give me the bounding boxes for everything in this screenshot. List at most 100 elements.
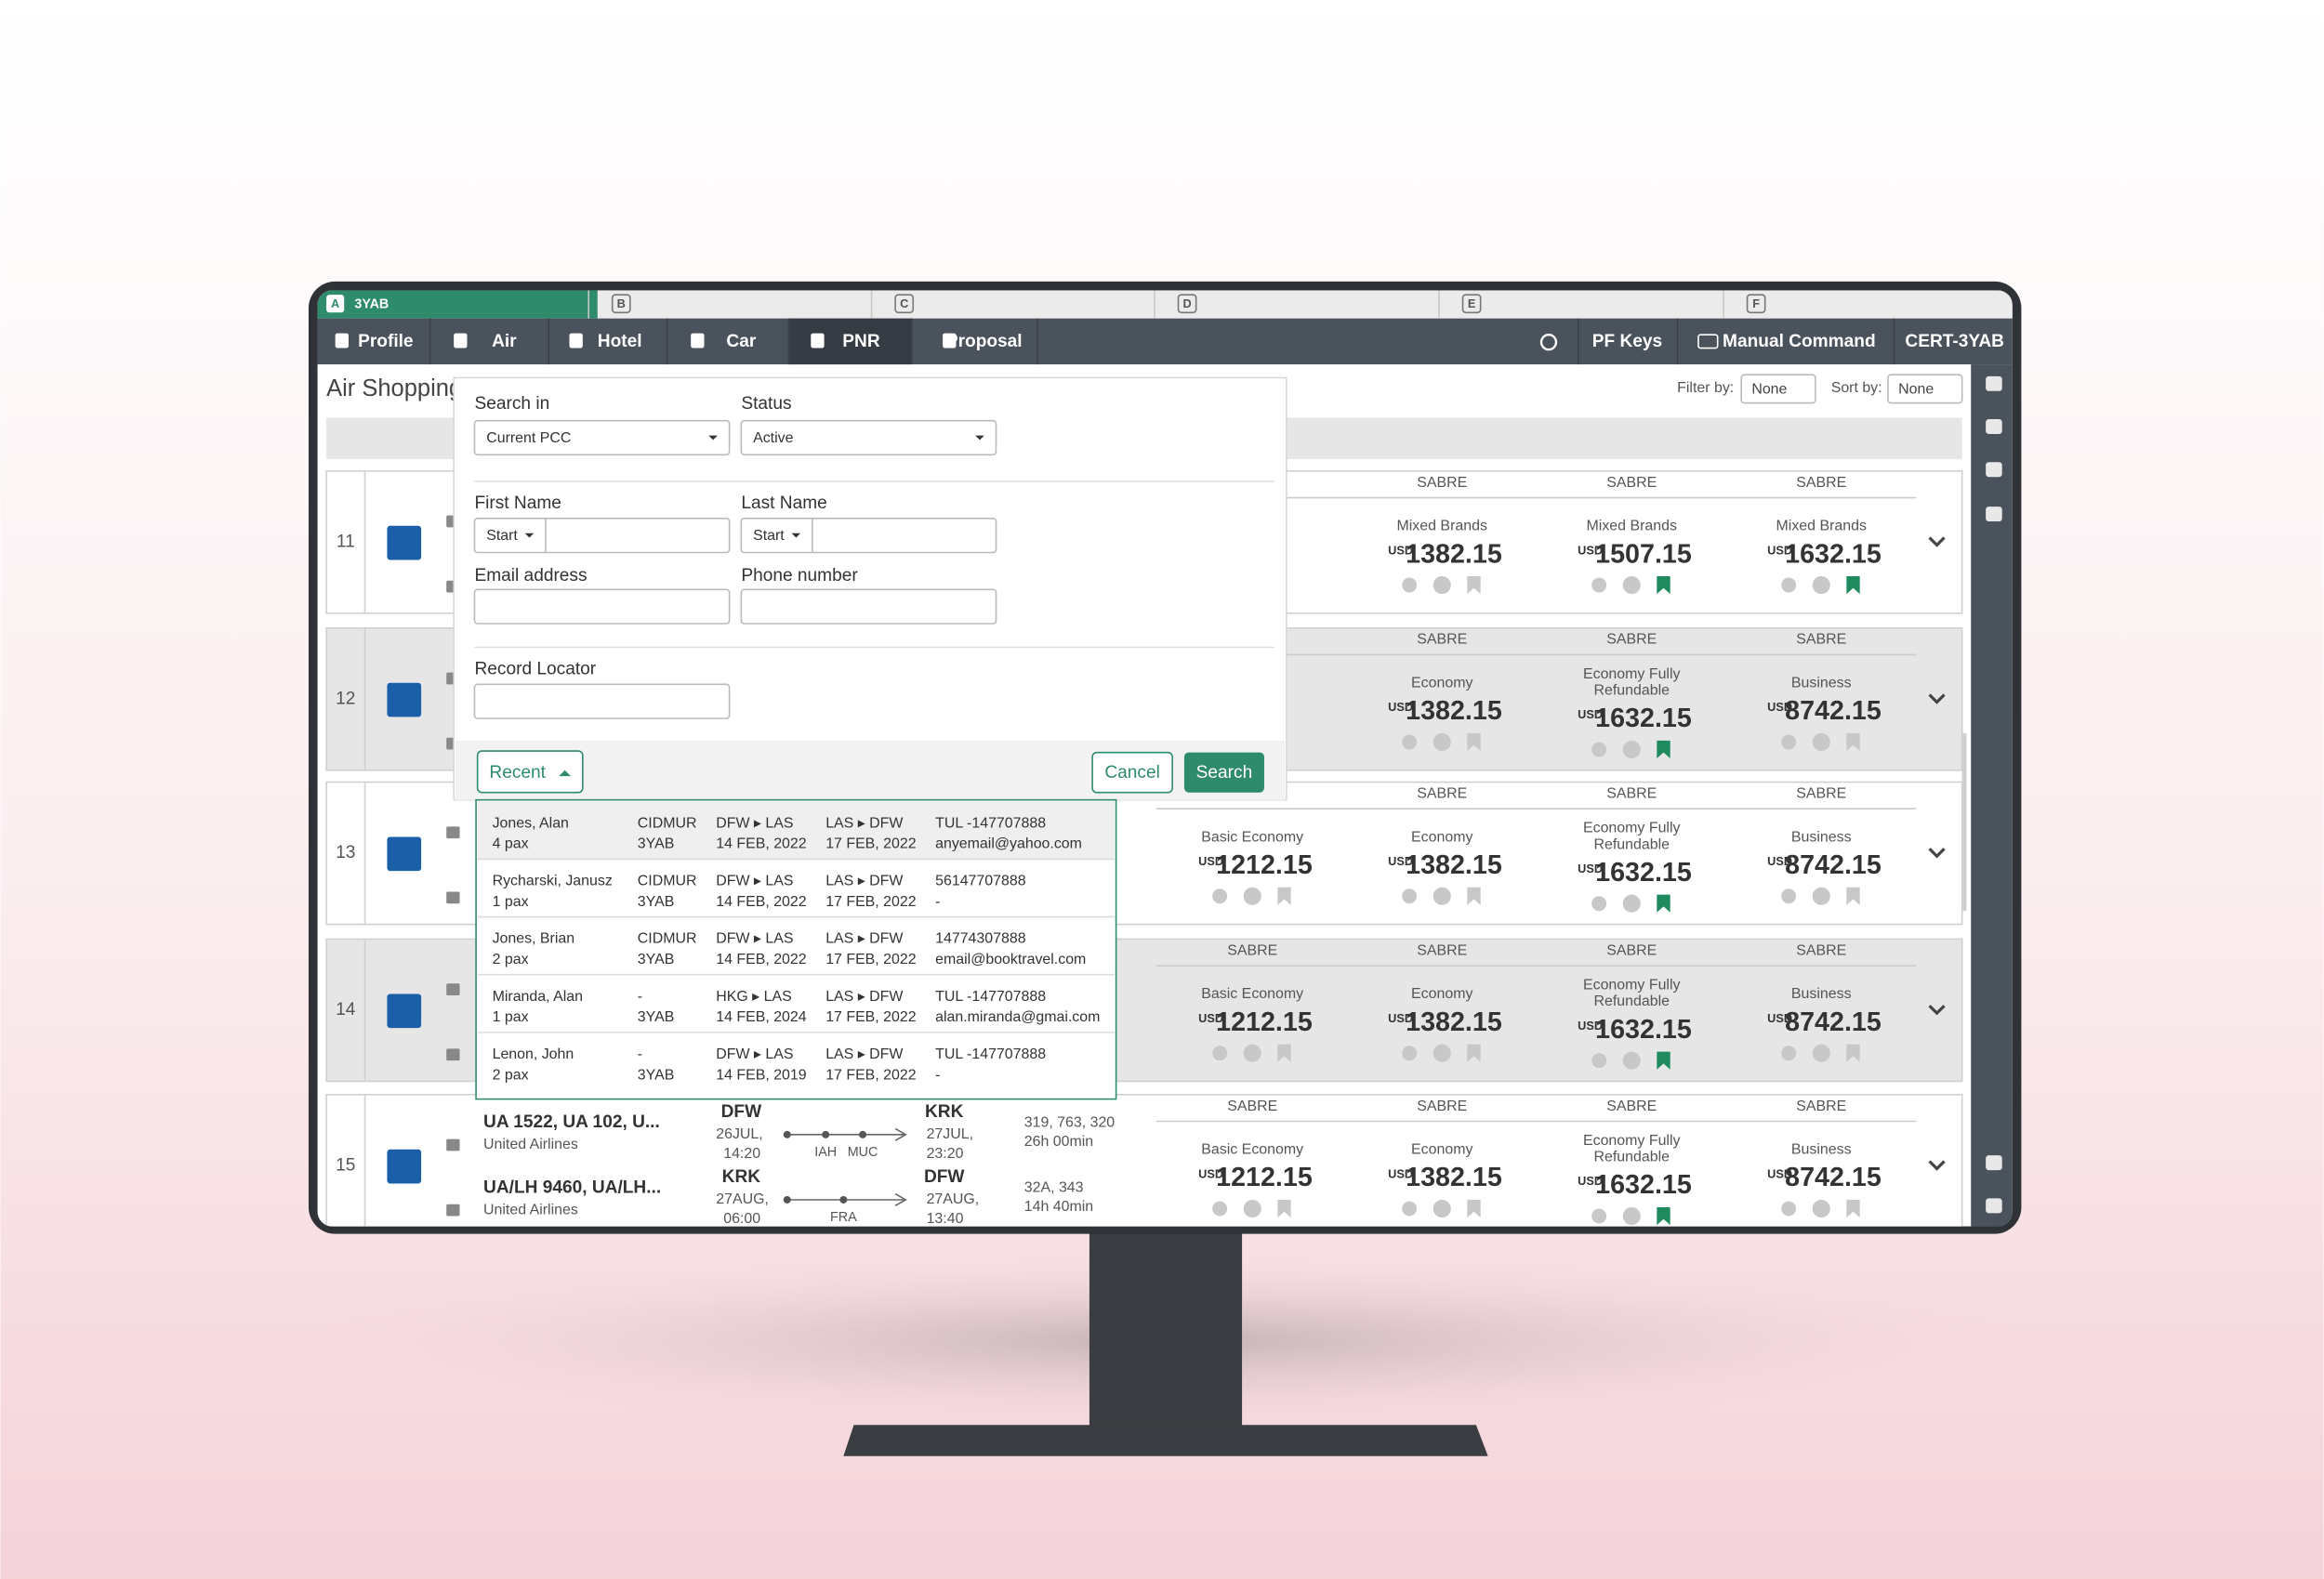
fare-bookmark[interactable] [1467,575,1481,595]
lock-icon [446,1138,460,1151]
expand-chevron[interactable] [1928,1160,1946,1171]
email-input[interactable] [473,588,731,625]
nav-item[interactable]: Manual Command [1723,332,1876,351]
page-title: Air Shopping [326,375,462,401]
fare-info[interactable] [1433,575,1451,595]
expand-chevron[interactable] [1928,1005,1946,1016]
nav-item[interactable]: Proposal [946,332,1023,351]
search-button-label[interactable]: Search [1196,763,1253,783]
fare-info[interactable] [1243,1199,1261,1218]
fare-source: SABRE [1417,1099,1467,1114]
nav-item[interactable]: Air [492,332,517,351]
lock-icon [446,1204,460,1217]
fare-brand: Economy Fully Refundable [1582,666,1681,700]
fare-info[interactable] [1812,732,1830,752]
fare-bookmark[interactable] [1657,1206,1670,1226]
fare-bookmark[interactable] [1277,1199,1291,1218]
tab-letter[interactable]: A [331,296,339,310]
fare-info[interactable] [1622,1051,1641,1070]
fare-info[interactable] [1243,887,1261,905]
equipment: 319, 763, 320 [1024,1114,1116,1130]
recent-pcc: - [638,1046,642,1062]
match-mode[interactable]: Start [486,528,518,544]
sidebar-icon[interactable] [1986,375,2002,391]
match-mode[interactable]: Start [753,528,785,544]
tab-letter[interactable]: D [1182,296,1191,310]
fare-bookmark[interactable] [1846,732,1860,752]
fare-bookmark[interactable] [1846,575,1860,595]
recent-item[interactable] [477,916,1115,975]
fare-bookmark[interactable] [1467,887,1481,905]
active-tab[interactable] [317,290,598,319]
cancel-button-label[interactable]: Cancel [1104,763,1159,783]
fare-info[interactable] [1812,1199,1830,1218]
sidebar-icon[interactable] [1986,419,2002,434]
fare-price: 1212.15 [1216,1007,1313,1037]
fare-bookmark[interactable] [1657,1051,1670,1070]
fare-bookmark[interactable] [1277,887,1291,905]
cancel-button[interactable] [1091,751,1173,794]
fare-bookmark[interactable] [1846,1199,1860,1218]
fare-bookmark[interactable] [1846,887,1860,905]
fare-bookmark[interactable] [1657,575,1670,595]
sidebar-icon[interactable] [1986,462,2002,478]
search-button[interactable] [1183,752,1264,793]
fare-info[interactable] [1433,887,1451,905]
fare-info[interactable] [1622,894,1641,913]
sidebar-icon[interactable] [1986,507,2002,522]
fare-bookmark[interactable] [1467,1044,1481,1062]
text-input[interactable] [473,518,731,554]
fare-bookmark[interactable] [1467,1199,1481,1218]
nav-item[interactable]: Profile [358,332,413,351]
tab-label[interactable]: 3YAB [354,296,389,311]
fare-info[interactable] [1812,1044,1830,1062]
nav-item[interactable]: PF Keys [1592,332,1662,351]
airline-logo [387,525,422,560]
text-input[interactable] [740,518,997,554]
tab-letter[interactable]: E [1468,296,1476,310]
history-icon[interactable] [1539,334,1558,351]
sort-select[interactable] [1887,374,1963,404]
sidebar-icon[interactable] [1986,1155,2002,1171]
expand-chevron[interactable] [1928,536,1946,547]
fare-info[interactable] [1433,1044,1451,1062]
tab-letter[interactable]: F [1752,296,1760,310]
fare-bookmark[interactable] [1657,894,1670,913]
nav-item[interactable]: CERT-3YAB [1905,332,2004,351]
fare-price: 1382.15 [1406,539,1502,569]
fare-bookmark[interactable] [1467,732,1481,752]
recent-item[interactable] [477,1032,1115,1091]
fare-currency: USD [1388,1166,1413,1180]
fare-bookmark[interactable] [1277,1044,1291,1062]
nav-item[interactable]: PNR [842,332,880,351]
sidebar-icon[interactable] [1986,1198,2002,1214]
record-locator-input[interactable] [473,683,731,719]
expand-chevron[interactable] [1928,848,1946,859]
phone-input[interactable] [740,588,997,625]
tab-letter[interactable]: B [617,296,626,310]
fare-info[interactable] [1433,732,1451,752]
fare-bookmark[interactable] [1657,740,1670,759]
fare-info[interactable] [1622,740,1641,759]
fare-info[interactable] [1812,575,1830,595]
tab-letter[interactable]: C [900,296,908,310]
recent-item[interactable] [477,801,1115,860]
arr-airport: KRK [925,1102,964,1122]
fare-info[interactable] [1243,1044,1261,1062]
recent-item[interactable] [477,859,1115,917]
search-in-select[interactable] [473,419,731,456]
expand-chevron[interactable] [1928,693,1946,704]
fare-info[interactable] [1433,1199,1451,1218]
recent-button-label[interactable]: Recent [489,763,546,783]
recent-button[interactable] [476,750,584,794]
fare-info[interactable] [1812,887,1830,905]
fare-info[interactable] [1622,575,1641,595]
filter-select[interactable] [1740,374,1816,404]
fare-bookmark[interactable] [1846,1044,1860,1062]
nav-item[interactable]: Hotel [598,332,642,351]
status-select[interactable] [740,419,997,456]
recent-return-date: 17 FEB, 2022 [825,1067,917,1083]
fare-info[interactable] [1622,1206,1641,1226]
recent-item[interactable] [477,974,1115,1033]
nav-item[interactable]: Car [726,332,756,351]
